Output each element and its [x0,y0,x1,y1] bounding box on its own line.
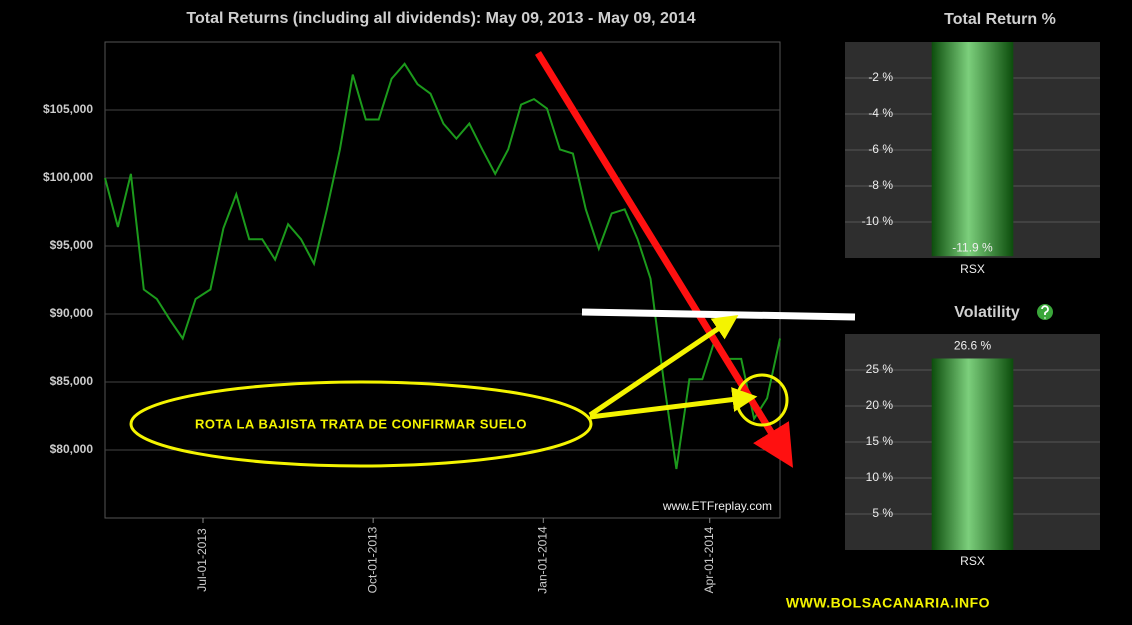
y-tick-label: $105,000 [43,102,93,116]
bar [931,42,1014,257]
y-tick-label: -2 % [868,70,893,84]
y-tick-label: -10 % [862,214,894,228]
y-tick-label: $100,000 [43,170,93,184]
chart-title: Total Returns (including all dividends):… [186,10,695,27]
chart-title: Total Return % [944,11,1056,28]
annotation-arrow [588,315,739,418]
help-icon[interactable] [1037,304,1053,320]
x-tick-label: RSX [960,554,985,568]
y-tick-label: $90,000 [50,306,94,320]
annotation-text: ROTA LA BAJISTA TRATA DE CONFIRMAR SUELO [195,416,527,431]
y-tick-label: 25 % [866,362,894,376]
y-tick-label: $80,000 [50,442,94,456]
annotation-arrow [589,387,758,420]
y-tick-label: -6 % [868,142,893,156]
y-tick-label: -4 % [868,106,893,120]
y-tick-label: -8 % [868,178,893,192]
y-tick-label: 5 % [872,506,893,520]
y-tick-label: 20 % [866,398,894,412]
x-tick-label: Apr-01-2014 [702,526,716,593]
annotation-ellipse [129,380,593,468]
y-tick-label: $95,000 [50,238,94,252]
value-label: 26.6 % [954,339,992,353]
annotations: ROTA LA BAJISTA TRATA DE CONFIRMAR SUELO… [129,51,1053,611]
chart-title: Volatility [954,304,1020,321]
x-tick-label: Jul-01-2013 [195,528,209,592]
x-tick-label: Jan-01-2014 [535,526,549,594]
footer: WWW.BOLSACANARIA.INFO [786,595,990,611]
support-line [581,308,856,321]
charts: Total Returns (including all dividends):… [43,10,1100,594]
bar [931,358,1014,550]
y-tick-label: 15 % [866,434,894,448]
x-tick-label: Oct-01-2013 [365,526,379,593]
source: www.ETFreplay.com [662,499,772,513]
x-tick-label: RSX [960,262,985,276]
annotation-circle [735,373,789,427]
y-tick-label: $85,000 [50,374,94,388]
value-label: -11.9 % [952,240,993,254]
y-tick-label: 10 % [866,470,894,484]
